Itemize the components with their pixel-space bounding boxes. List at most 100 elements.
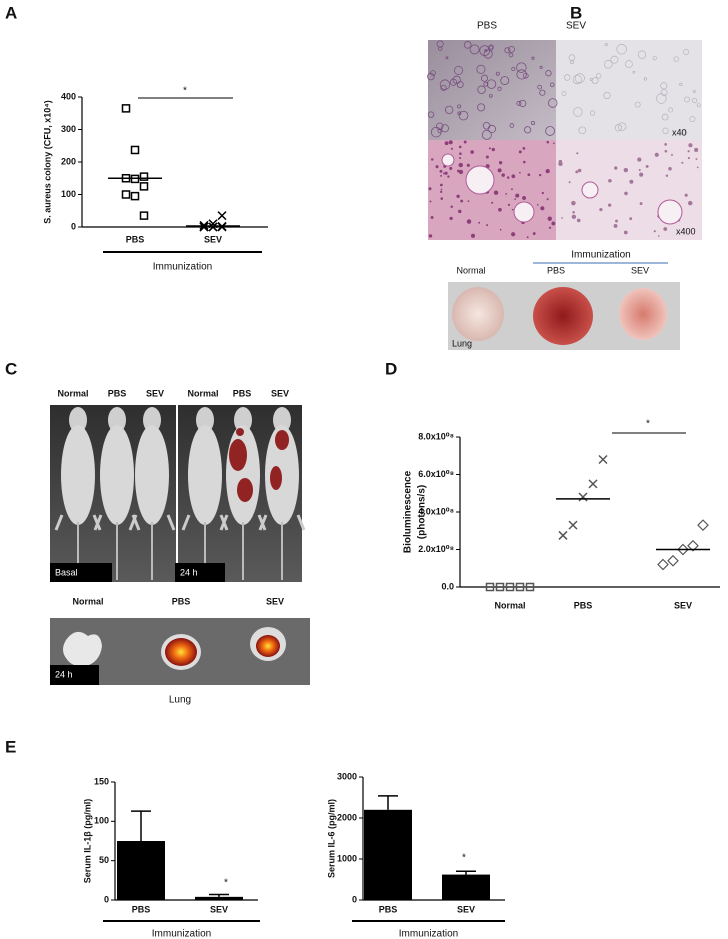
tissue-texture [497, 168, 502, 173]
mouse [108, 407, 126, 433]
tissue-texture [657, 235, 660, 237]
tissue-texture [545, 126, 555, 136]
tissue-texture [665, 174, 669, 177]
marker [558, 530, 568, 540]
tissue-texture [444, 105, 454, 115]
column-label: SEV [266, 596, 284, 606]
tissue-texture [458, 110, 469, 121]
tissue-texture [615, 219, 618, 223]
tissue-texture [486, 79, 497, 89]
tissue-texture [467, 200, 470, 202]
tissue-texture [660, 82, 668, 90]
tissue-texture [687, 157, 690, 160]
tissue-texture [671, 153, 673, 156]
tissue-texture [476, 64, 486, 74]
y-tick-label: 400 [61, 91, 76, 101]
tissue-texture [463, 140, 467, 144]
tissue-texture [458, 209, 462, 214]
tissue-texture [478, 221, 481, 224]
tissue-texture [439, 169, 443, 173]
y-tick-label: 150 [94, 776, 109, 786]
y-tick-label: 8.0x10⁰⁸ [418, 431, 454, 441]
y-axis-label: Serum IL-1β (pg/ml) [82, 799, 92, 884]
tissue-space [513, 201, 535, 223]
tissue-texture [435, 122, 444, 131]
tissue-texture [687, 150, 690, 153]
column-label: SEV [566, 21, 586, 32]
tissue-space [465, 165, 495, 195]
tissue-texture [459, 156, 462, 159]
tissue-texture [660, 89, 668, 97]
tissue-space [441, 153, 455, 167]
tissue-texture [460, 199, 464, 203]
marker [199, 222, 209, 232]
column-label: PBS [477, 21, 497, 32]
y-tick-label: 50 [99, 855, 109, 865]
tissue-texture [629, 217, 633, 221]
tissue-texture [501, 173, 505, 177]
mouse-leg [93, 514, 103, 531]
x-axis-label: Immunization [153, 262, 212, 273]
y-tick-label: 2000 [337, 812, 357, 822]
marker [121, 104, 131, 113]
tissue-texture [453, 65, 464, 75]
column-label: PBS [172, 596, 191, 606]
tissue-texture [484, 49, 488, 53]
marker [578, 492, 588, 502]
tissue-texture [519, 171, 521, 174]
tissue-texture [531, 56, 535, 60]
tissue-texture [679, 82, 683, 87]
tissue-texture [572, 211, 575, 214]
tissue-texture [463, 41, 472, 49]
tissue-texture [511, 174, 516, 179]
tissue-texture [508, 45, 515, 53]
tissue-texture [449, 166, 453, 170]
tissue-texture [427, 72, 435, 81]
tissue-texture [491, 201, 494, 204]
tissue-texture [616, 44, 627, 55]
tissue-texture [466, 219, 472, 224]
y-tick-label: 1000 [337, 853, 357, 863]
tissue-texture [653, 230, 656, 233]
histology-images [427, 40, 702, 240]
tissue-texture [498, 207, 502, 212]
marker [568, 520, 578, 530]
column-label: PBS [233, 388, 252, 398]
tissue-texture [684, 193, 688, 197]
tissue-texture [511, 208, 514, 211]
marker [130, 191, 140, 201]
mouse-leg [128, 514, 138, 531]
tissue-texture [516, 62, 527, 73]
tissue-texture [613, 224, 618, 228]
tissue-texture [487, 124, 496, 134]
mouse [265, 425, 299, 525]
tissue-texture [445, 56, 449, 60]
tissue-texture [440, 84, 447, 91]
tissue-texture [681, 130, 687, 136]
tissue-texture [617, 122, 627, 131]
tissue-texture [458, 145, 462, 149]
tissue-texture [694, 147, 699, 153]
tissue-texture [514, 198, 517, 200]
tissue-texture [614, 166, 618, 170]
mouse [135, 425, 169, 525]
y-axis-label: Bioluminescence [403, 470, 414, 553]
tissue-texture [572, 74, 582, 85]
tissue-texture [486, 224, 489, 227]
tissue-texture [548, 226, 552, 229]
bar [195, 896, 243, 900]
tissue-texture [576, 152, 579, 155]
tissue-texture [539, 89, 546, 96]
marker [495, 582, 505, 592]
tissue-texture [696, 166, 699, 169]
x-tick-label: SEV [457, 904, 475, 914]
tissue-texture [466, 163, 470, 167]
panel-label: D [385, 359, 397, 378]
tissue-texture [575, 170, 579, 174]
tissue-texture [488, 147, 491, 150]
y-tick-label: 4.0x10⁰⁸ [418, 506, 454, 516]
tissue-texture [522, 147, 526, 150]
tissue-texture [457, 104, 462, 109]
tissue-texture [689, 116, 696, 123]
tissue-texture [450, 205, 453, 208]
